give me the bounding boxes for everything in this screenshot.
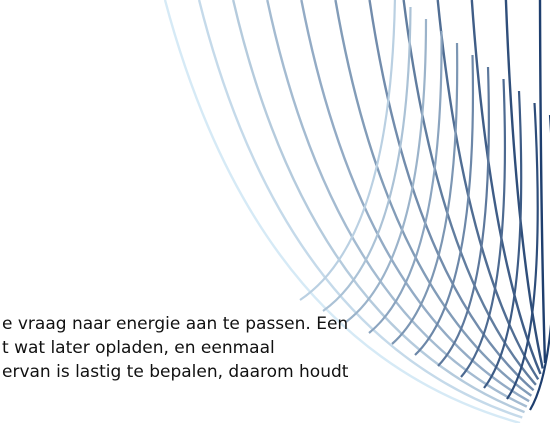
grid-curve (483, 90, 523, 389)
grid-curve (345, 18, 428, 323)
grid-curve (299, 0, 396, 301)
grid-curve (197, 0, 523, 419)
grid-curve (437, 66, 490, 367)
grid-curve (402, 0, 537, 386)
grid-curve (529, 115, 550, 411)
grid-curve (538, 0, 547, 364)
grid-curve (368, 30, 443, 334)
grid-curve (334, 0, 533, 397)
grid-curve (506, 102, 539, 400)
grid-curve (232, 0, 525, 414)
text-line: ervan is lastig te bepalen, daarom houdt (2, 362, 349, 382)
text-line: e vraag naar energie aan te passen. Een (2, 314, 349, 334)
grid-curve (300, 0, 530, 403)
grid-curve (322, 6, 412, 312)
grid-curve (163, 0, 521, 423)
grid-curve (414, 54, 475, 356)
grid-curve (368, 0, 535, 392)
grid-curve (460, 78, 507, 378)
grid-curve (436, 0, 540, 381)
text-line: t wat later opladen, en eenmaal (2, 338, 275, 358)
grid-curve (391, 42, 459, 345)
